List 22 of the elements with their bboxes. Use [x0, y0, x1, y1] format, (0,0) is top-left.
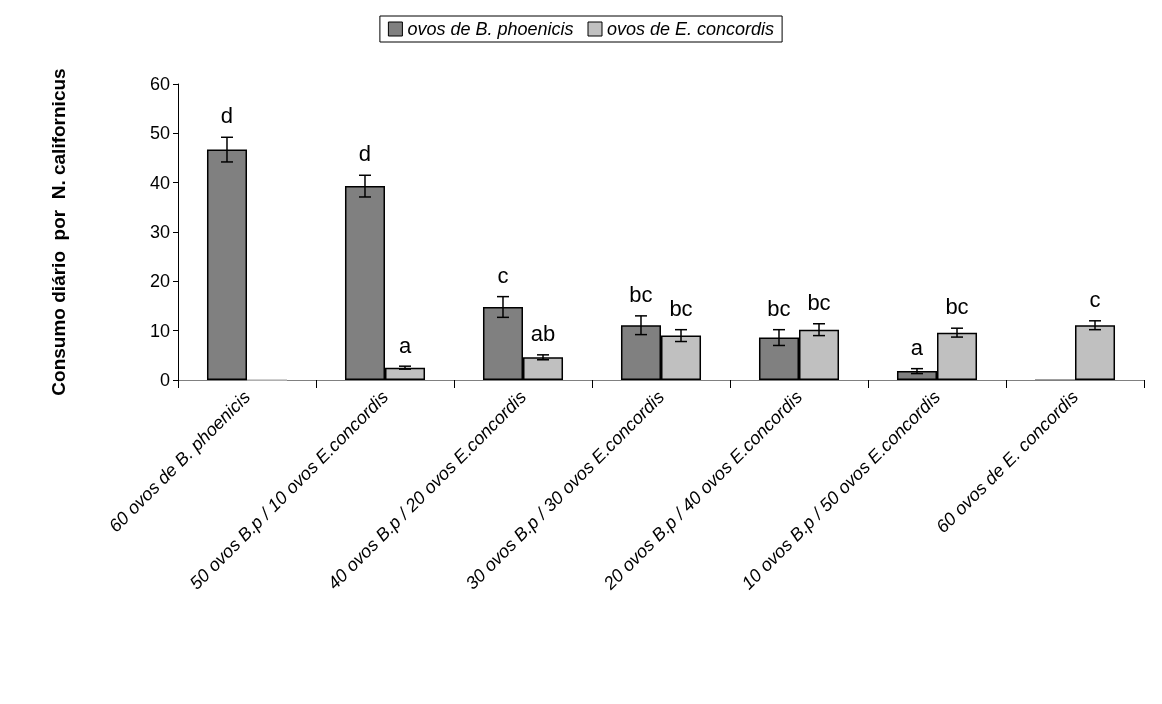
- legend-label: ovos de E. concordis: [607, 19, 775, 39]
- data-label: bc: [807, 289, 831, 315]
- data-label: a: [398, 332, 412, 358]
- y-tick-label: 20: [149, 271, 170, 292]
- data-label: a: [910, 335, 924, 361]
- data-label: bc: [767, 295, 791, 321]
- y-tick-label: 40: [149, 172, 170, 193]
- y-axis-title: Consumo diário por N. californicus: [48, 68, 69, 396]
- y-tick-label: 50: [149, 123, 170, 144]
- data-label: bc: [629, 281, 653, 307]
- y-tick-label: 60: [149, 74, 170, 94]
- data-label: bc: [945, 294, 969, 320]
- y-tick-label: 30: [149, 222, 170, 242]
- data-label: c: [497, 262, 509, 288]
- data-label: ab: [530, 321, 556, 347]
- data-label: d: [220, 103, 234, 129]
- data-label: d: [358, 141, 372, 167]
- y-tick-label: 10: [149, 320, 170, 341]
- legend-label: ovos de B. phoenicis: [407, 19, 574, 39]
- y-tick-label: 0: [159, 370, 170, 390]
- data-label: bc: [669, 295, 693, 321]
- data-label: c: [1089, 287, 1101, 313]
